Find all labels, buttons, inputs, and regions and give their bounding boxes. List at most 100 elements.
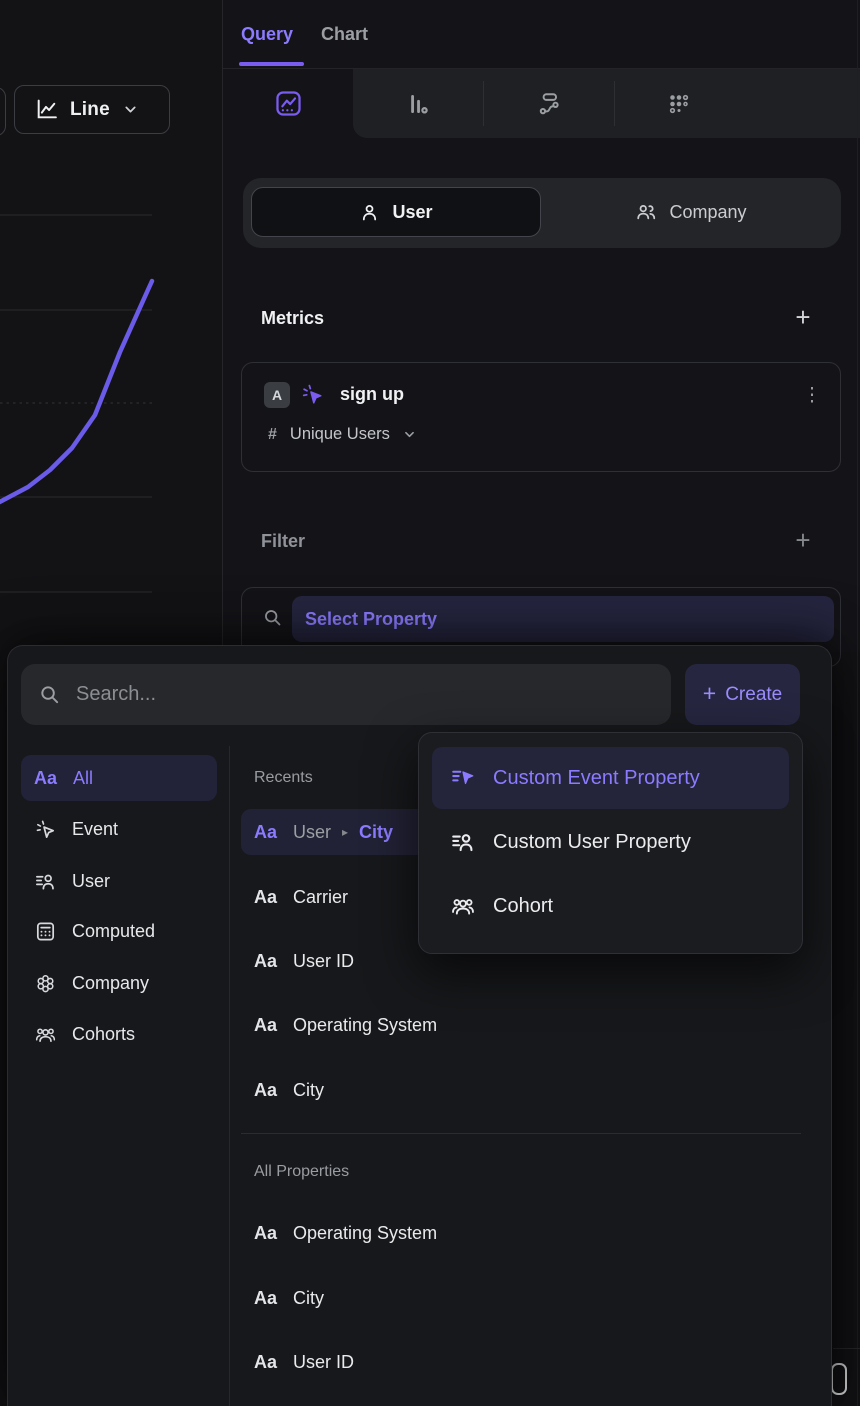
recent-property[interactable]: Aa User ID	[241, 938, 661, 984]
menu-item-label: Cohort	[493, 894, 554, 917]
insights-icon	[275, 91, 301, 116]
menu-item-custom-user-property[interactable]: Custom User Property	[432, 811, 789, 873]
property-name: City	[359, 821, 394, 842]
recent-property[interactable]: Aa Carrier	[241, 874, 661, 920]
custom-event-property-icon	[452, 770, 474, 785]
chevron-down-icon	[125, 106, 136, 113]
flows-icon	[539, 92, 559, 114]
category-label: All	[73, 767, 94, 788]
panel-topbar: Query Chart	[223, 0, 860, 69]
all-properties-header: All Properties	[254, 1163, 350, 1180]
aa-icon: Aa	[34, 767, 58, 788]
company-icon	[37, 974, 54, 992]
category-event[interactable]: Event	[21, 806, 217, 852]
add-filter-button[interactable]: +	[795, 525, 811, 555]
category-company[interactable]: Company	[21, 960, 217, 1006]
chart-line-series	[0, 278, 155, 505]
search-icon	[41, 686, 59, 704]
tab-separator	[483, 81, 484, 126]
tab-separator	[614, 81, 615, 126]
select-property-field[interactable]: Select Property	[292, 596, 834, 642]
user-icon	[363, 204, 377, 220]
entity-option-label: Company	[669, 201, 747, 222]
report-type-tabstrip	[223, 69, 860, 138]
category-label: User	[72, 870, 111, 891]
kebab-menu-icon[interactable]: ⋮	[802, 384, 822, 406]
category-label: Cohorts	[72, 1023, 136, 1044]
aggregation-selector[interactable]: # Unique Users	[268, 425, 416, 444]
pane-divider	[222, 0, 223, 652]
column-divider	[229, 746, 230, 1406]
property-item[interactable]: Aa User ID	[241, 1339, 661, 1385]
aa-icon: Aa	[254, 821, 278, 842]
property-item[interactable]: Aa City	[241, 1275, 661, 1321]
metrics-section-title: Metrics	[261, 308, 325, 328]
category-user[interactable]: User	[21, 858, 217, 904]
property-name: City	[293, 1287, 324, 1308]
picker-search-bar[interactable]	[21, 664, 671, 725]
chart-type-dropdown[interactable]: Line	[14, 85, 170, 134]
chart-type-label: Line	[70, 98, 110, 120]
chevron-down-icon	[404, 431, 414, 438]
event-icon	[302, 384, 322, 404]
menu-item-custom-event-property[interactable]: Custom Event Property	[432, 747, 789, 809]
tab-query[interactable]: Query	[241, 23, 294, 44]
menu-item-label: Custom User Property	[493, 830, 691, 853]
property-name: User ID	[293, 1351, 355, 1372]
filter-section-title: Filter	[261, 531, 306, 551]
create-button[interactable]: + Create	[685, 664, 800, 725]
active-tab-underline	[239, 62, 304, 66]
tab-chart[interactable]: Chart	[321, 23, 369, 44]
user-property-icon	[36, 874, 54, 890]
entity-option-user[interactable]: User	[251, 187, 541, 237]
query-panel: Query Chart	[223, 0, 860, 667]
category-cohorts[interactable]: Cohorts	[21, 1011, 217, 1057]
event-icon	[36, 820, 55, 838]
plus-icon: +	[702, 680, 717, 706]
report-tab-insights[interactable]	[223, 69, 353, 138]
category-all[interactable]: Aa All	[21, 755, 217, 801]
background-divider-fragment	[833, 1348, 860, 1349]
search-input[interactable]	[74, 682, 671, 707]
report-tab-flows[interactable]	[484, 69, 614, 138]
aggregation-symbol: #	[268, 425, 277, 443]
property-scope: User	[293, 821, 332, 842]
section-divider	[241, 1133, 801, 1134]
aa-icon: Aa	[254, 1014, 278, 1035]
create-context-menu: Custom Event Property Custom User Proper…	[418, 732, 803, 954]
property-item[interactable]: Aa Operating System	[241, 1210, 661, 1256]
metric-card[interactable]: A sign up ⋮ # Unique Users	[241, 362, 841, 472]
recents-header: Recents	[254, 769, 313, 786]
category-label: Computed	[72, 920, 156, 941]
aa-icon: Aa	[254, 950, 278, 971]
select-property-placeholder: Select Property	[305, 608, 438, 629]
create-button-label: Create	[725, 683, 783, 705]
property-picker-panel: + Create Aa All Event Use	[7, 645, 832, 1406]
cohorts-icon	[35, 1027, 56, 1042]
cohort-icon	[452, 899, 474, 915]
panel-right-edge	[857, 0, 858, 1406]
property-name: Operating System	[293, 1222, 438, 1243]
line-chart-icon	[37, 99, 57, 119]
search-icon	[265, 610, 281, 626]
report-tab-bar[interactable]	[353, 69, 483, 138]
recent-property[interactable]: Aa Operating System	[241, 1002, 661, 1048]
calculator-icon	[36, 921, 55, 941]
category-computed[interactable]: Computed	[21, 908, 217, 954]
aggregation-label: Unique Users	[289, 425, 390, 443]
add-metric-button[interactable]: +	[795, 302, 811, 332]
filter-card: Select Property	[241, 587, 841, 667]
aa-icon: Aa	[254, 1079, 278, 1100]
recent-property[interactable]: Aa City	[241, 1067, 661, 1113]
metric-event[interactable]: sign up	[300, 382, 404, 407]
entity-option-company[interactable]: Company	[549, 187, 833, 237]
cropped-shortcut-badge	[831, 1363, 847, 1395]
property-name: City	[293, 1079, 324, 1100]
cropped-toolbar-button[interactable]	[0, 87, 6, 136]
menu-item-cohort[interactable]: Cohort	[432, 875, 789, 937]
retention-icon	[669, 94, 689, 113]
menu-item-label: Custom Event Property	[493, 766, 700, 789]
property-name: Carrier	[293, 886, 349, 907]
report-tab-retention[interactable]	[614, 69, 744, 138]
